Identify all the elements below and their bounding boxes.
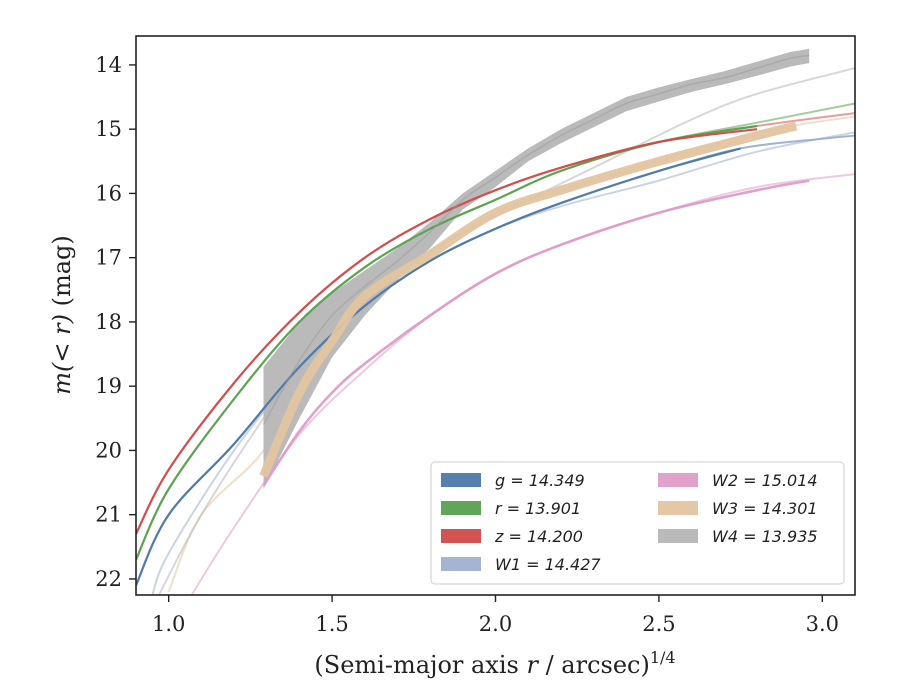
x-axis-ticks: 1.0 1.5 2.0 2.5 3.0 (152, 595, 839, 636)
y-tick-label: 16 (95, 181, 122, 205)
x-tick-label: 1.5 (315, 612, 348, 636)
y-tick-label: 14 (95, 53, 122, 77)
legend-swatch-z (441, 529, 481, 543)
y-tick-label: 22 (95, 567, 122, 591)
y-axis-title: m(< r) (mag) (48, 235, 76, 395)
x-axis-title-prefix: (Semi-major axis (314, 651, 526, 679)
x-axis-title-var: r (526, 651, 539, 679)
y-axis-title-var: m(< r) (48, 314, 76, 395)
legend: g = 14.349 r = 13.901 z = 14.200 W1 = 14.42… (430, 461, 845, 585)
y-axis-ticks: 14 15 16 17 18 19 20 21 22 (95, 53, 136, 591)
data-curve-w2 (262, 179, 810, 487)
y-tick-label: 18 (95, 310, 122, 334)
y-tick-label: 17 (95, 246, 122, 270)
x-axis-title-exponent: 1/4 (650, 648, 676, 667)
legend-swatch-w1 (441, 557, 481, 571)
y-axis-title-suffix: (mag) (48, 235, 76, 314)
y-tick-label: 19 (95, 374, 122, 398)
legend-label-z: z = 14.200 (494, 527, 583, 546)
legend-label-r: r = 13.901 (495, 499, 581, 518)
data-curve-w4 (262, 54, 810, 426)
legend-swatch-w4 (658, 529, 698, 543)
x-tick-label: 2.0 (479, 612, 512, 636)
y-tick-label: 15 (95, 117, 122, 141)
y-tick-label: 20 (95, 438, 122, 462)
y-tick-label: 21 (95, 503, 122, 527)
x-tick-label: 3.0 (806, 612, 839, 636)
data-curve-g (136, 147, 741, 586)
x-tick-label: 1.0 (152, 612, 185, 636)
legend-swatch-w3 (658, 501, 698, 515)
legend-swatch-r (441, 501, 481, 515)
data-curve-z (136, 128, 758, 535)
x-axis-title-suffix: / arcsec) (538, 651, 650, 679)
legend-label-w2: W2 = 15.014 (712, 471, 818, 490)
legend-swatch-w2 (658, 473, 698, 487)
x-tick-label: 2.5 (642, 612, 675, 636)
legend-label-w3: W3 = 14.301 (712, 499, 818, 518)
legend-swatch-g (441, 473, 481, 487)
uncertainty-bands (263, 48, 810, 490)
data-curve-w3 (259, 121, 798, 478)
legend-frame (430, 461, 845, 585)
legend-label-g: g = 14.349 (495, 471, 585, 490)
band-w4 (263, 48, 810, 490)
legend-label-w4: W4 = 13.935 (712, 527, 818, 546)
x-axis-title: (Semi-major axis r / arcsec)1/4 (314, 648, 675, 679)
legend-label-w1: W1 = 14.427 (495, 555, 601, 574)
data-curve-r (136, 124, 758, 561)
data-curves (136, 54, 810, 586)
